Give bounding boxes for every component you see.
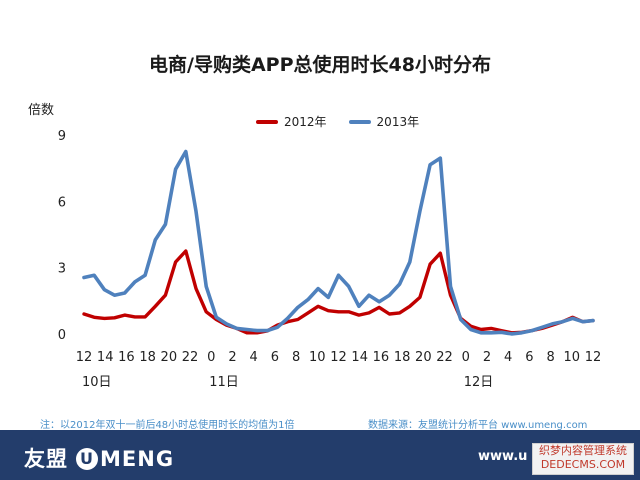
x-tick-label: 12 bbox=[76, 350, 93, 365]
x-tick-label: 20 bbox=[161, 350, 178, 365]
watermark-stamp: 织梦内容管理系统 DEDECMS.COM bbox=[532, 443, 634, 475]
footer-site-text: www.u bbox=[478, 449, 528, 464]
x-tick-label: 0 bbox=[462, 350, 470, 365]
series-line-2012年 bbox=[82, 249, 595, 335]
x-tick-label: 16 bbox=[373, 350, 390, 365]
source-note: 数据来源：友盟统计分析平台 www.umeng.com bbox=[368, 420, 588, 431]
x-tick-label: 22 bbox=[436, 350, 453, 365]
series-line-2013年 bbox=[82, 149, 595, 336]
x-tick-label: 12 bbox=[330, 350, 347, 365]
footnote: 注：以2012年双十一前后48小时总使用时长的均值为1倍 bbox=[40, 420, 295, 431]
x-tick-label: 2 bbox=[228, 350, 236, 365]
y-tick-label: 0 bbox=[58, 328, 66, 343]
x-tick-label: 20 bbox=[415, 350, 432, 365]
x-tick-label: 4 bbox=[504, 350, 512, 365]
x-day-label: 11日 bbox=[209, 375, 239, 390]
x-tick-label: 10 bbox=[564, 350, 581, 365]
x-day-label: 12日 bbox=[464, 375, 494, 390]
x-tick-label: 22 bbox=[182, 350, 199, 365]
legend: 2012年 2013年 bbox=[256, 113, 419, 130]
y-axis-label: 倍数 bbox=[28, 103, 55, 118]
legend-swatch-2012 bbox=[256, 119, 278, 124]
x-tick-label: 18 bbox=[139, 350, 156, 365]
legend-item-2013: 2013年 bbox=[348, 113, 420, 130]
y-tick-label: 6 bbox=[58, 195, 66, 210]
x-tick-label: 12 bbox=[585, 350, 602, 365]
x-day-label: 10日 bbox=[82, 375, 112, 390]
legend-item-2012: 2012年 bbox=[256, 113, 327, 130]
logo-en-text: MENG bbox=[100, 447, 175, 471]
x-tick-label: 8 bbox=[546, 350, 554, 365]
logo-u-icon: U bbox=[76, 448, 98, 470]
x-tick-label: 4 bbox=[250, 350, 258, 365]
x-tick-label: 14 bbox=[97, 350, 114, 365]
x-tick-label: 0 bbox=[207, 350, 215, 365]
chart-title: 电商/导购类APP总使用时长48小时分布 bbox=[149, 54, 491, 76]
x-tick-label: 6 bbox=[525, 350, 533, 365]
logo-cn-text: 友盟 bbox=[24, 447, 68, 471]
x-tick-label: 14 bbox=[351, 350, 368, 365]
umeng-logo: 友盟 U MENG bbox=[24, 443, 174, 473]
x-tick-label: 6 bbox=[271, 350, 279, 365]
x-tick-label: 2 bbox=[483, 350, 491, 365]
legend-swatch-2013 bbox=[348, 119, 371, 124]
x-tick-label: 8 bbox=[292, 350, 300, 365]
x-tick-label: 10 bbox=[309, 350, 326, 365]
legend-label-2012: 2012年 bbox=[284, 115, 327, 129]
x-tick-label: 18 bbox=[394, 350, 411, 365]
y-tick-label: 9 bbox=[58, 129, 66, 144]
legend-label-2013: 2013年 bbox=[376, 115, 420, 129]
x-tick-label: 16 bbox=[118, 350, 135, 365]
y-tick-label: 3 bbox=[58, 262, 66, 277]
